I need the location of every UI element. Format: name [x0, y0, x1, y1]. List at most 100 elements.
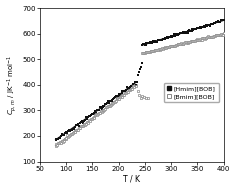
Point [60, 132, 64, 136]
Point [222, 19, 226, 22]
Point [159, 48, 162, 51]
Point [128, 85, 131, 88]
Point [103, 108, 107, 111]
Point [161, 47, 165, 50]
Point [94, 111, 98, 114]
Point [181, 30, 185, 33]
Point [149, 40, 152, 43]
Point [168, 45, 171, 48]
Point [124, 91, 128, 94]
Point [217, 33, 221, 36]
Point [159, 38, 163, 41]
Point [162, 46, 166, 49]
Point [90, 118, 94, 121]
Point [191, 28, 194, 31]
Point [199, 26, 202, 29]
Point [98, 112, 102, 115]
Point [194, 39, 198, 42]
Point [208, 36, 212, 39]
Point [136, 73, 140, 76]
Point [172, 44, 175, 47]
Point [54, 144, 57, 147]
Point [159, 38, 162, 41]
Point [193, 39, 197, 42]
Point [159, 48, 163, 51]
Point [150, 49, 154, 52]
Point [209, 23, 212, 26]
Point [63, 132, 67, 135]
Point [198, 38, 202, 41]
Point [94, 113, 98, 116]
Point [141, 51, 145, 54]
Point [97, 112, 101, 115]
Point [65, 131, 69, 134]
Point [144, 43, 148, 46]
Point [106, 100, 110, 103]
Point [110, 103, 114, 106]
Point [64, 136, 68, 139]
Point [117, 93, 121, 96]
Point [173, 45, 176, 48]
Point [166, 46, 170, 49]
Point [121, 89, 124, 92]
Point [192, 28, 196, 31]
Point [101, 109, 105, 112]
Point [75, 123, 79, 126]
Point [62, 133, 66, 136]
Point [204, 37, 207, 40]
Point [175, 33, 179, 36]
Point [166, 36, 170, 39]
Point [104, 105, 108, 108]
Point [141, 43, 145, 46]
Point [140, 52, 144, 55]
Point [211, 23, 215, 26]
Point [85, 120, 89, 123]
Point [96, 108, 100, 111]
Point [140, 43, 144, 46]
Point [88, 115, 92, 118]
Point [111, 99, 114, 102]
Point [197, 39, 201, 42]
Point [64, 131, 67, 134]
Point [66, 130, 70, 133]
Point [196, 38, 199, 41]
Point [214, 33, 217, 36]
Point [130, 88, 133, 91]
Point [170, 45, 174, 48]
Point [171, 34, 175, 37]
Point [182, 42, 186, 45]
Point [160, 46, 164, 50]
Point [213, 22, 217, 25]
Point [177, 33, 181, 36]
Point [56, 137, 60, 140]
Point [144, 51, 148, 54]
Point [178, 32, 182, 35]
Point [80, 120, 84, 123]
Point [147, 50, 151, 53]
Point [202, 25, 206, 28]
Point [177, 42, 180, 45]
Point [173, 44, 177, 47]
Point [183, 41, 187, 44]
Point [74, 130, 77, 133]
Point [134, 83, 138, 86]
Point [99, 110, 103, 113]
Point [205, 24, 209, 27]
Point [69, 128, 73, 131]
Point [63, 138, 67, 141]
Point [139, 65, 143, 68]
Point [104, 103, 108, 106]
Point [102, 108, 106, 111]
Point [145, 50, 149, 53]
Point [79, 121, 83, 124]
Point [176, 43, 180, 46]
Point [217, 21, 221, 24]
Point [78, 122, 82, 125]
Point [84, 124, 87, 127]
Point [153, 40, 156, 43]
Point [164, 36, 168, 40]
Point [180, 32, 184, 35]
Point [70, 132, 74, 135]
Point [83, 123, 86, 126]
Point [186, 30, 190, 33]
